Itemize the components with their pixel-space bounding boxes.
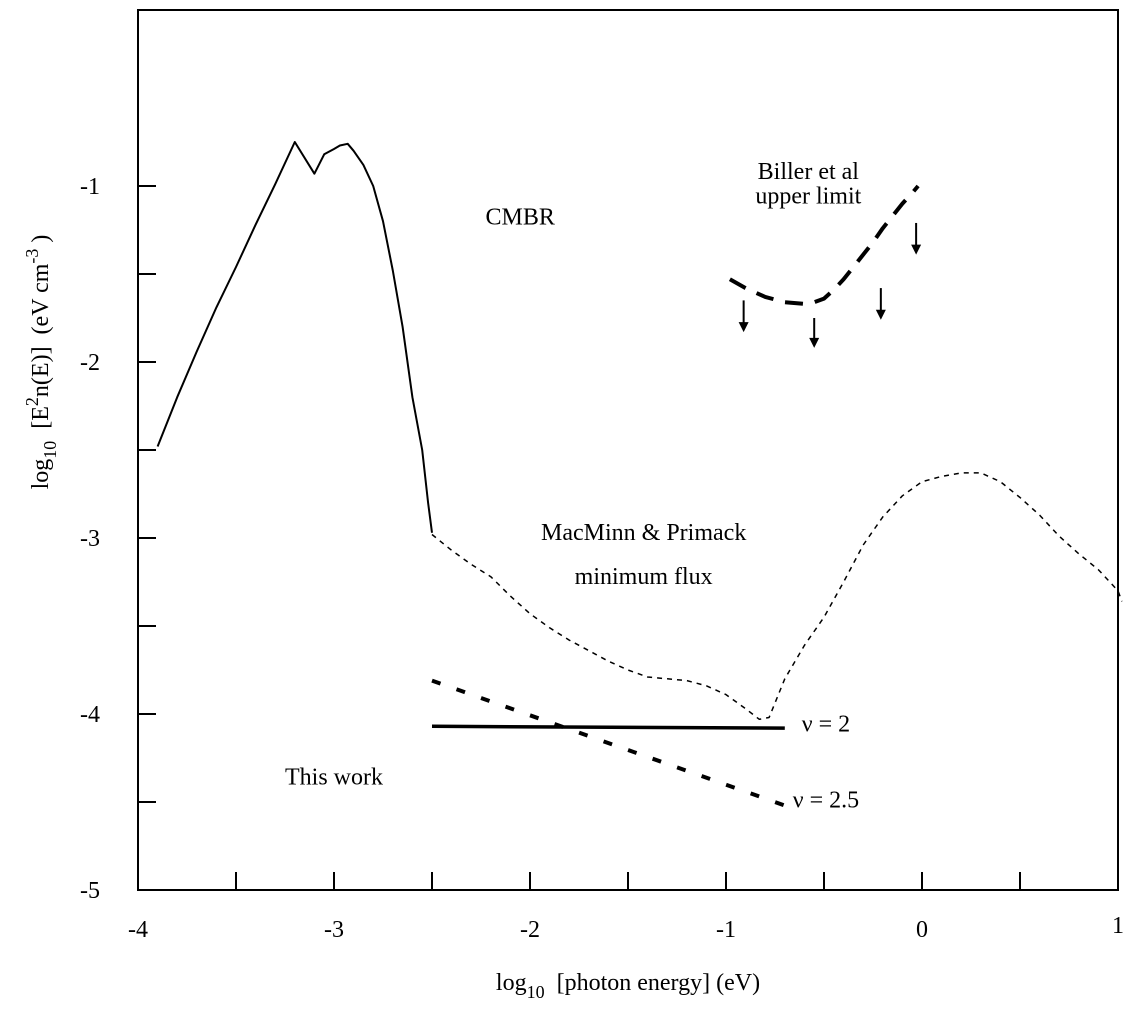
annotation-cmbr: CMBR (486, 205, 555, 231)
y-tick-label: -5 (80, 878, 100, 904)
x-tick-label: -3 (324, 917, 344, 943)
y-axis-label-e: [E (28, 406, 54, 441)
y-axis-label-unit: n(E)] (eV cm (28, 263, 54, 397)
y-axis-label-close: ) (28, 235, 54, 249)
tick-labels: -4 -3 -2 -1 0 1 -5 -4 -3 -2 -1 (80, 174, 1124, 943)
annotation-biller2: upper limit (755, 184, 861, 210)
plot-frame (137, 9, 1119, 891)
annotation-nu25: ν = 2.5 (793, 787, 859, 813)
x-tick-label: 0 (916, 917, 928, 943)
x-axis-label-text: [photon energy] (eV) (545, 970, 760, 996)
x-axis-label-sub: 10 (527, 982, 545, 1002)
series-line-3 (431, 724, 785, 730)
annotation-biller1: Biller et al (758, 159, 860, 185)
x-tick-label: -4 (128, 917, 148, 943)
ticks (138, 185, 1021, 890)
x-axis-label-log: log (496, 970, 527, 996)
x-axis-label: log10 [photon energy] (eV) (496, 970, 760, 1002)
annotation-nu2: ν = 2 (802, 712, 850, 738)
y-axis-label-sub: 10 (40, 441, 60, 459)
y-tick-label: -3 (80, 526, 100, 552)
x-tick-label: -2 (520, 917, 540, 943)
series-line-4 (431, 678, 786, 808)
annotation-thiswork: This work (285, 764, 383, 790)
y-tick-label: -1 (80, 174, 100, 200)
series-line-1 (431, 472, 1123, 721)
annotation-macminn1: MacMinn & Primack (541, 520, 746, 546)
y-axis-label-sup-3: -3 (22, 249, 42, 264)
x-tick-label: 1 (1112, 913, 1124, 939)
upper-limit-arrow-head (911, 244, 922, 255)
upper-limit-arrows (738, 222, 922, 348)
y-axis-label-log: log (28, 459, 54, 490)
x-tick-label: -1 (716, 917, 736, 943)
series-group (156, 141, 1123, 808)
series-line-2 (728, 184, 920, 306)
y-axis-label-sup2: 2 (22, 397, 42, 406)
upper-limit-arrow-head (875, 309, 886, 320)
y-tick-label: -2 (80, 350, 100, 376)
series-line-0 (156, 141, 433, 533)
upper-limit-arrow-head (738, 322, 749, 333)
annotation-macminn2: minimum flux (575, 564, 713, 590)
y-tick-label: -4 (80, 702, 100, 728)
upper-limit-arrow-head (809, 337, 820, 348)
y-axis-label: log10 [E2n(E)] (eV cm-3 ) (22, 217, 60, 520)
